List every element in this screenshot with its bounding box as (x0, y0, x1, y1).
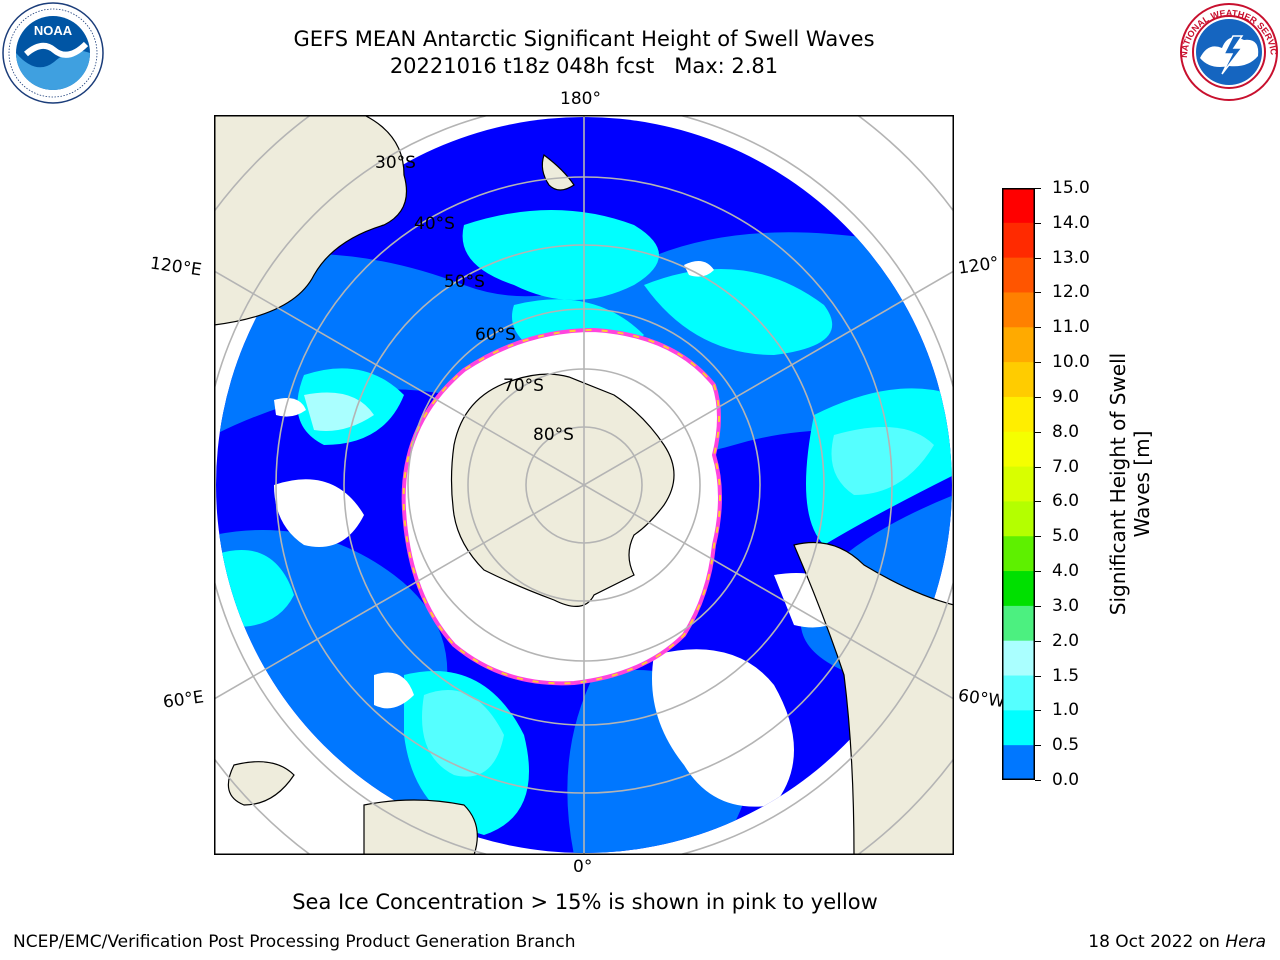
colorbar-tick-label: 5.0 (1052, 526, 1080, 547)
lat-label-70s: 70°S (503, 376, 544, 396)
nws-logo-icon: NATIONAL WEATHER SERVICE (1178, 2, 1279, 101)
title-line-2: 20221016 t18z 048h fcst Max: 2.81 (389, 54, 779, 78)
lon-label-60e: 60°E (161, 687, 206, 713)
footer-host: Hera (1225, 932, 1266, 952)
colorbar-tick-mark (1035, 745, 1041, 747)
colorbar-tick-mark (1035, 431, 1041, 433)
colorbar-tick-mark (1035, 675, 1041, 677)
colorbar-tick-mark (1035, 327, 1041, 329)
polar-map: 30°S 40°S 50°S 60°S 70°S 80°S (214, 115, 954, 855)
title-line-1: GEFS MEAN Antarctic Significant Height o… (293, 27, 875, 51)
lat-labels: 30°S 40°S 50°S 60°S 70°S 80°S (375, 153, 574, 445)
colorbar-band (1002, 257, 1035, 293)
graticule (214, 115, 954, 855)
colorbar-band (1002, 640, 1035, 677)
colorbar (1002, 188, 1035, 780)
south-america (793, 541, 954, 855)
colorbar-band (1002, 536, 1035, 572)
colorbar-tick-label: 10.0 (1052, 352, 1090, 373)
colorbar-tick-label: 11.0 (1052, 317, 1090, 338)
map-frame-border (214, 115, 954, 855)
colorbar-tick-mark (1035, 257, 1041, 259)
lon-label-120e: 120°E (148, 253, 203, 281)
new-zealand (541, 154, 575, 191)
colorbar-tick-mark (1035, 605, 1041, 607)
land (214, 115, 954, 855)
colorbar-tick-label: 8.0 (1052, 421, 1080, 442)
colorbar-tick-mark (1035, 188, 1041, 189)
lat-label-40s: 40°S (414, 214, 455, 234)
colorbar-tick-mark (1035, 571, 1041, 573)
australia (214, 115, 408, 326)
colorbar-tick-label: 15.0 (1052, 178, 1090, 198)
footer-date-text: 18 Oct 2022 on (1088, 932, 1226, 952)
colorbar-tick-label: 9.0 (1052, 386, 1080, 407)
colorbar-tick-mark (1035, 396, 1041, 398)
map-svg: 30°S 40°S 50°S 60°S 70°S 80°S (214, 115, 954, 855)
footer-date: 18 Oct 2022 on Hera (1088, 932, 1266, 952)
lon-label-60w: 60°W (956, 685, 1007, 713)
colorbar-tick-mark (1035, 466, 1041, 468)
colorbar-tick-mark (1035, 292, 1041, 294)
colorbar-tick-label: 1.5 (1052, 665, 1080, 686)
colorbar-tick-label: 12.0 (1052, 282, 1090, 303)
colorbar-tick-mark (1035, 222, 1041, 224)
colorbar-band (1002, 745, 1035, 780)
chart-title: GEFS MEAN Antarctic Significant Height o… (0, 26, 1168, 80)
colorbar-tick-mark (1035, 362, 1041, 364)
colorbar-band (1002, 327, 1035, 363)
colorbar-tick-label: 0.0 (1052, 770, 1080, 790)
footer-credit: NCEP/EMC/Verification Post Processing Pr… (13, 932, 576, 952)
colorbar-tick-label: 4.0 (1052, 561, 1080, 582)
sea-ice-note: Sea Ice Concentration > 15% is shown in … (0, 890, 1280, 914)
africa (363, 799, 478, 855)
colorbar-band (1002, 188, 1035, 224)
colorbar-band (1002, 571, 1035, 607)
lon-label-120w: 120° (956, 253, 1001, 279)
lat-label-80s: 80°S (533, 425, 574, 445)
lat-label-60s: 60°S (475, 325, 516, 345)
lat-label-50s: 50°S (444, 272, 485, 292)
colorbar-band (1002, 466, 1035, 502)
noaa-logo-icon: NOAA (2, 2, 104, 104)
colorbar-tick-label: 3.0 (1052, 595, 1080, 616)
colorbar-tick-label: 7.0 (1052, 456, 1080, 477)
colorbar-tick-mark (1035, 710, 1041, 712)
colorbar-tick-label: 2.0 (1052, 630, 1080, 651)
colorbar-band (1002, 292, 1035, 328)
colorbar-tick-label: 14.0 (1052, 212, 1090, 233)
colorbar-band (1002, 396, 1035, 433)
colorbar-tick-label: 0.5 (1052, 735, 1080, 756)
colorbar-tick-mark (1035, 501, 1041, 503)
colorbar-tick-label: 6.0 (1052, 491, 1080, 512)
antarctica (450, 373, 675, 607)
colorbar-band (1002, 710, 1035, 746)
colorbar-band (1002, 362, 1035, 398)
sea-ice-note-text: Sea Ice Concentration > 15% is shown in … (292, 890, 878, 914)
lon-label-0: 0° (573, 857, 593, 877)
colorbar-tick-mark (1035, 780, 1041, 781)
madagascar (227, 761, 295, 806)
colorbar-band (1002, 501, 1035, 537)
colorbar-tick-mark (1035, 536, 1041, 538)
colorbar-band (1002, 222, 1035, 259)
colorbar-tick-label: 13.0 (1052, 247, 1090, 268)
noaa-logo-text: NOAA (34, 23, 73, 38)
colorbar-band (1002, 431, 1035, 468)
colorbar-tick-label: 1.0 (1052, 700, 1080, 721)
lat-label-30s: 30°S (375, 153, 416, 173)
colorbar-label: Significant Height of Swell Waves [m] (1106, 352, 1154, 616)
colorbar-band (1002, 605, 1035, 642)
lon-label-180: 180° (560, 89, 601, 109)
colorbar-band (1002, 675, 1035, 711)
colorbar-tick-mark (1035, 640, 1041, 642)
